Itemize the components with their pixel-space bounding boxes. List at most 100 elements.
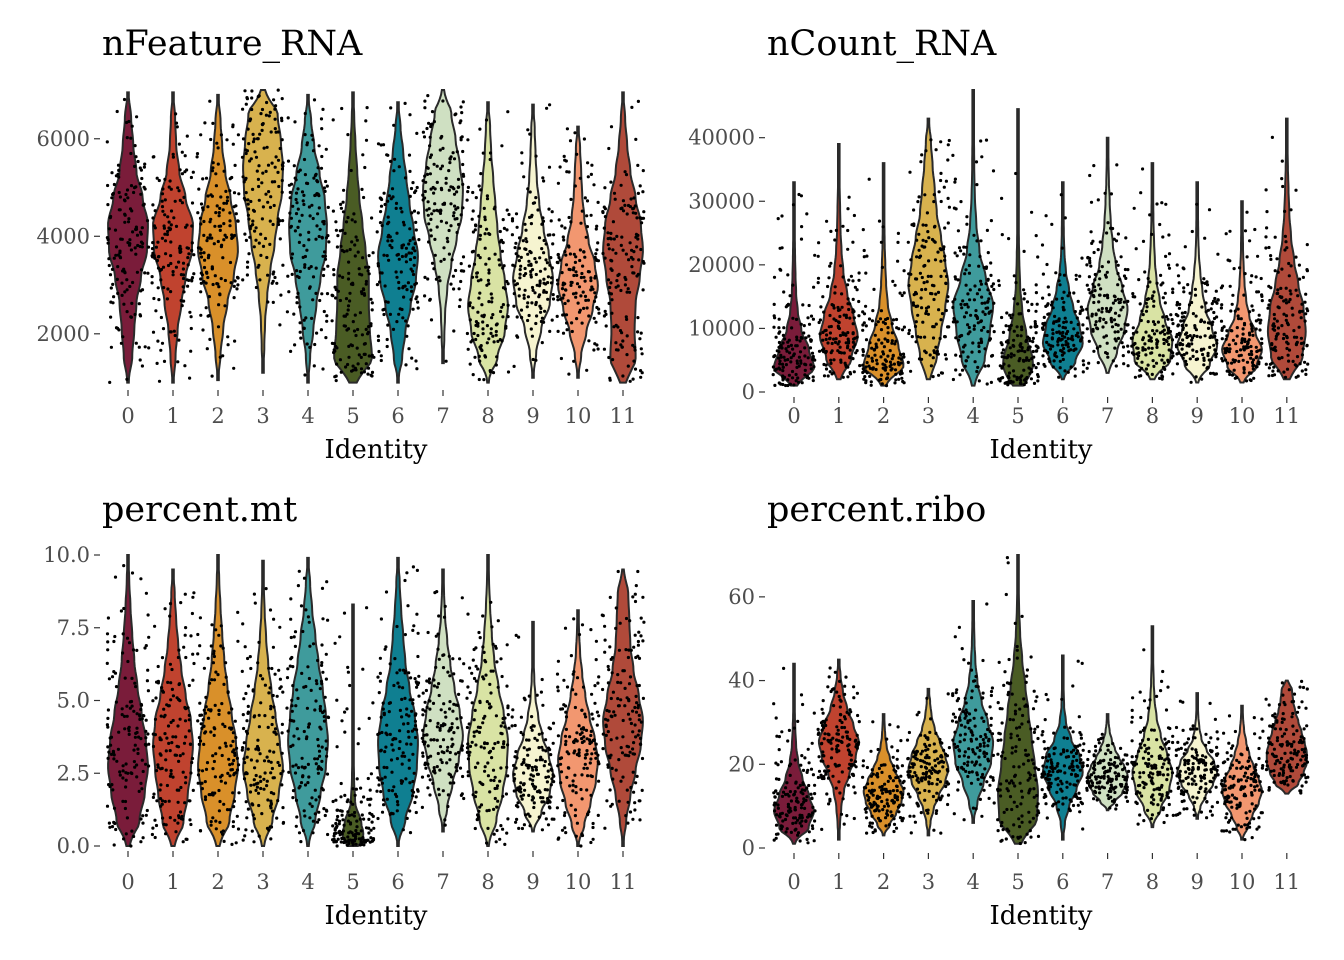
jitter-point [837,340,841,344]
jitter-point [914,304,918,309]
jitter-point [470,275,475,279]
jitter-point [138,358,142,362]
jitter-point [121,776,125,780]
jitter-point [385,153,389,157]
jitter-point [846,375,850,379]
jitter-point [154,823,159,828]
jitter-point [1041,326,1045,330]
jitter-point [268,205,273,209]
jitter-point [1212,343,1216,347]
jitter-point [294,704,298,708]
jitter-point [163,732,167,736]
jitter-point [984,282,988,286]
jitter-point [179,785,183,790]
jitter-point [618,329,623,333]
jitter-point [143,646,147,650]
jitter-point [491,642,495,646]
jitter-point [536,208,540,212]
jitter-point [267,828,271,832]
jitter-point [412,624,416,628]
jitter-point [134,685,138,689]
jitter-point [364,282,368,286]
jitter-point [400,715,404,719]
jitter-point [199,290,203,294]
jitter-point [217,211,221,215]
jitter-point [435,725,439,729]
jitter-point [829,358,833,362]
jitter-point [1116,330,1120,334]
jitter-point [389,197,393,201]
jitter-point [939,274,943,278]
jitter-point [118,251,122,255]
jitter-point [561,235,565,239]
jitter-point [210,169,214,173]
jitter-point [592,348,596,352]
jitter-point [1081,370,1085,374]
jitter-point [531,288,535,292]
jitter-point [1053,314,1057,318]
jitter-point [466,757,470,761]
jitter-point [971,341,975,345]
jitter-point [313,788,317,792]
jitter-point [425,208,429,212]
jitter-point [467,264,471,268]
jitter-point [979,282,984,286]
jitter-point [841,224,845,228]
jitter-point [243,645,247,649]
jitter-point [926,274,930,278]
jitter-point [220,753,224,758]
jitter-point [567,215,571,220]
jitter-point [438,745,443,749]
jitter-point [959,200,963,204]
jitter-point [1029,367,1033,371]
jitter-point [1113,295,1117,299]
jitter-point [1004,324,1008,328]
jitter-point [945,299,950,303]
jitter-point [293,771,298,775]
jitter-point [1055,297,1059,301]
jitter-point [411,181,415,185]
jitter-point [156,266,161,270]
jitter-point [493,742,497,746]
jitter-point [318,707,322,711]
jitter-point [976,365,980,369]
jitter-point [1078,311,1082,316]
jitter-point [1088,173,1092,178]
jitter-point [156,679,160,683]
jitter-point [962,252,966,256]
jitter-point [228,211,232,215]
jitter-point [633,345,637,349]
jitter-point [1251,308,1255,312]
jitter-point [1106,355,1110,359]
jitter-point [389,758,394,762]
jitter-point [1098,293,1102,297]
jitter-point [427,677,432,681]
jitter-point [470,338,475,342]
jitter-point [184,781,188,785]
jitter-point [1210,323,1214,327]
jitter-point [476,333,480,338]
jitter-point [838,314,842,319]
jitter-point [1150,296,1154,300]
jitter-point [538,256,542,260]
jitter-points-0 [771,192,817,388]
jitter-point [1064,339,1068,344]
jitter-point [1305,269,1309,273]
jitter-point [370,301,374,305]
jitter-point [1104,334,1108,338]
jitter-point [348,247,352,252]
jitter-point [120,281,124,285]
jitter-points-4 [285,98,331,377]
jitter-point [232,799,236,803]
jitter-point [214,628,218,632]
jitter-point [772,355,776,359]
jitter-point [414,228,418,232]
jitter-point [629,197,633,201]
jitter-point [341,200,345,204]
jitter-point [177,189,181,193]
jitter-point [184,735,188,739]
jitter-point [187,252,191,256]
jitter-point [129,184,134,188]
jitter-point [940,312,945,316]
jitter-point [306,762,310,767]
